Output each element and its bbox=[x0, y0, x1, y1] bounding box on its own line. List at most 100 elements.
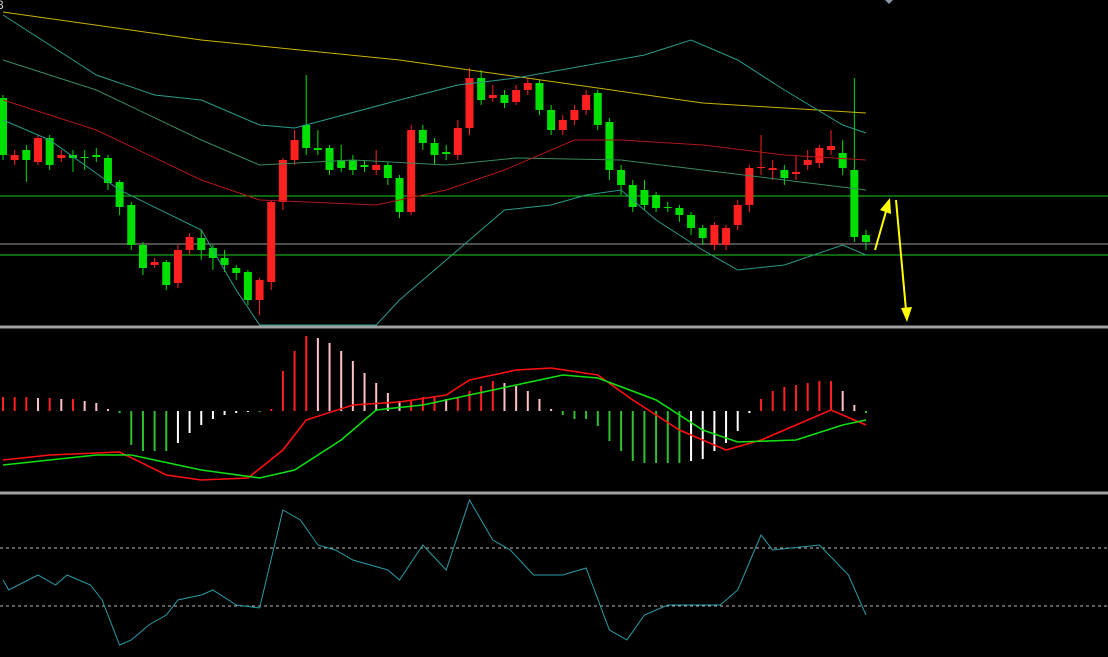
histogram-bar bbox=[270, 409, 273, 411]
histogram-bar bbox=[456, 397, 459, 411]
histogram-bar bbox=[351, 361, 354, 411]
histogram-bar bbox=[118, 411, 121, 413]
candle-body bbox=[162, 262, 171, 285]
histogram-bar bbox=[281, 371, 284, 411]
candle-body bbox=[372, 165, 381, 170]
candle-body bbox=[722, 228, 731, 245]
histogram-bar bbox=[445, 399, 448, 411]
histogram-bar bbox=[771, 391, 774, 411]
candle-body bbox=[477, 78, 486, 100]
histogram-bar bbox=[830, 381, 833, 411]
histogram-bar bbox=[95, 403, 98, 411]
histogram-bar bbox=[631, 411, 634, 461]
series-line bbox=[2, 11, 867, 114]
arrow-up bbox=[874, 207, 888, 251]
candle-body bbox=[92, 155, 101, 157]
candle-body bbox=[360, 165, 369, 167]
candle-body bbox=[10, 155, 19, 160]
candle-body bbox=[302, 125, 311, 148]
candle-body bbox=[465, 78, 474, 128]
candle-body bbox=[208, 248, 217, 258]
histogram-bar bbox=[526, 391, 529, 411]
candle-body bbox=[512, 90, 521, 102]
candle-body bbox=[45, 138, 54, 165]
histogram-bar bbox=[83, 401, 86, 411]
histogram-bar bbox=[433, 397, 436, 411]
histogram-bar bbox=[130, 411, 133, 445]
candle-body bbox=[757, 167, 766, 168]
candle-body bbox=[127, 205, 136, 245]
candle-body bbox=[617, 170, 626, 185]
histogram-bar bbox=[421, 397, 424, 411]
symbol-fragment: 3 bbox=[0, 0, 4, 12]
candle-body bbox=[197, 238, 206, 250]
candle-body bbox=[675, 208, 684, 215]
histogram-bar bbox=[701, 411, 704, 459]
histogram-bar bbox=[375, 383, 378, 411]
arrow-head bbox=[901, 307, 912, 322]
candle-body bbox=[33, 138, 42, 162]
histogram-bar bbox=[235, 411, 238, 413]
candle-body bbox=[255, 280, 264, 300]
candle-body bbox=[407, 130, 416, 212]
series-line bbox=[2, 14, 867, 134]
candle-body bbox=[792, 172, 801, 174]
histogram-bar bbox=[258, 411, 261, 412]
candle-body bbox=[337, 160, 346, 168]
candle-body bbox=[745, 168, 754, 205]
histogram-bar bbox=[71, 399, 74, 411]
histogram-bar bbox=[725, 411, 728, 443]
arrow-head bbox=[880, 198, 891, 214]
histogram-bar bbox=[573, 411, 576, 419]
candle-body bbox=[640, 190, 649, 205]
histogram-bar bbox=[2, 397, 4, 411]
candle-body bbox=[290, 140, 299, 160]
panel bbox=[0, 498, 1108, 646]
histogram-bar bbox=[340, 351, 343, 411]
candle-body bbox=[395, 178, 404, 212]
candle-body bbox=[278, 160, 287, 202]
candle-body bbox=[547, 110, 556, 130]
candle-body bbox=[535, 83, 544, 110]
candle-body bbox=[862, 235, 870, 242]
histogram-bar bbox=[795, 385, 798, 411]
candle-body bbox=[605, 122, 614, 170]
annotation-arrows bbox=[874, 198, 912, 322]
candle-body bbox=[418, 130, 427, 143]
histogram-bar bbox=[363, 373, 366, 411]
histogram-bar bbox=[736, 411, 739, 431]
histogram-bar bbox=[585, 411, 588, 419]
histogram-bar bbox=[561, 411, 564, 415]
histogram-bar bbox=[666, 411, 669, 463]
candle-body bbox=[267, 202, 276, 282]
histogram-bar bbox=[153, 411, 156, 451]
candle-body bbox=[570, 110, 579, 120]
candle-body bbox=[383, 165, 392, 178]
histogram-bar bbox=[690, 411, 693, 461]
histogram-bar bbox=[503, 383, 506, 411]
histogram-bar bbox=[200, 411, 203, 425]
histogram-bar bbox=[515, 386, 518, 411]
arrow-down bbox=[895, 199, 907, 311]
candle-body bbox=[523, 83, 532, 90]
histogram-bar bbox=[305, 336, 308, 411]
candle-body bbox=[768, 168, 777, 170]
candle-body bbox=[500, 95, 509, 103]
histogram-bar bbox=[655, 411, 658, 463]
candle-body bbox=[0, 98, 7, 155]
histogram-bar bbox=[550, 409, 553, 411]
candle-body bbox=[173, 250, 182, 283]
histogram-bar bbox=[806, 383, 809, 411]
candle-body bbox=[815, 148, 824, 163]
candle-body bbox=[243, 272, 252, 300]
candle-body bbox=[57, 155, 66, 158]
candle-body bbox=[803, 160, 812, 165]
candle-body bbox=[628, 185, 637, 207]
histogram-bar bbox=[316, 338, 319, 411]
candle-body bbox=[442, 152, 451, 154]
histogram-bar bbox=[620, 411, 623, 451]
series-line bbox=[2, 119, 867, 326]
histogram-bar bbox=[176, 411, 179, 443]
candle-body bbox=[558, 120, 567, 130]
